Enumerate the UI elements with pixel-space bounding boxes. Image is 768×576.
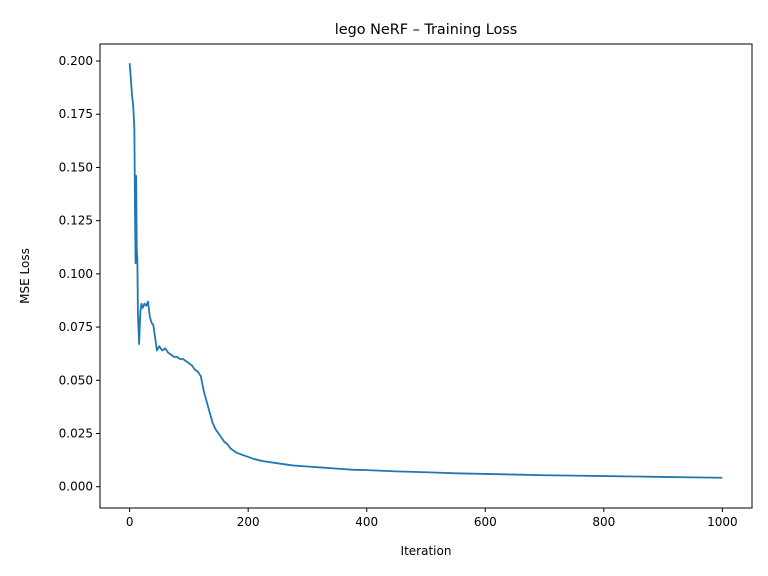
x-tick-label: 400: [355, 515, 378, 529]
x-tick-label: 800: [592, 515, 615, 529]
series-line-0: [128, 63, 723, 479]
plot-area: [128, 63, 723, 479]
x-tick-label: 600: [474, 515, 497, 529]
x-tick-label: 0: [126, 515, 134, 529]
y-tick-label: 0.150: [59, 160, 93, 174]
chart-title: lego NeRF – Training Loss: [335, 22, 518, 38]
y-tick-label: 0.175: [59, 107, 93, 121]
y-axis: 0.000 0.025 0.050 0.075 0.100 0.125 0.150 0.175…: [59, 54, 100, 494]
x-tick-label: 200: [237, 515, 260, 529]
y-axis-label: MSE Loss: [18, 248, 32, 304]
x-axis: 0 200 400 600 800 1000: [126, 508, 738, 529]
y-tick-label: 0.200: [59, 54, 93, 68]
x-tick-label: 1000: [707, 515, 738, 529]
y-tick-label: 0.050: [59, 373, 93, 387]
y-tick-label: 0.125: [59, 214, 93, 228]
plot-frame: [99, 43, 753, 509]
y-tick-label: 0.000: [59, 480, 93, 494]
y-tick-label: 0.075: [59, 320, 93, 334]
x-axis-label: Iteration: [401, 544, 452, 558]
y-tick-label: 0.025: [59, 427, 93, 441]
y-tick-label: 0.100: [59, 267, 93, 281]
